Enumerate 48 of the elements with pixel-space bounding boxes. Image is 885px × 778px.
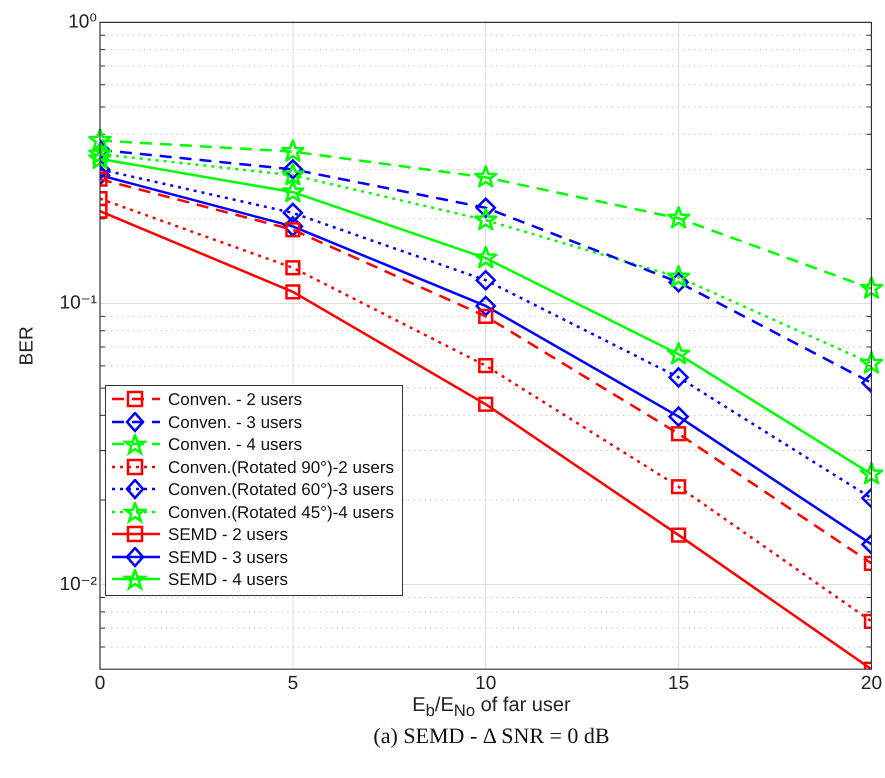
- point: [668, 406, 689, 427]
- point: [860, 351, 884, 374]
- point: [88, 146, 112, 170]
- x-tick-label: 15: [668, 672, 690, 694]
- point: [670, 479, 686, 494]
- point: [478, 396, 494, 412]
- point: [474, 208, 498, 230]
- point: [88, 142, 112, 164]
- point: [666, 264, 690, 288]
- legend-label: SEMD - 2 users: [168, 524, 288, 546]
- point: [474, 246, 498, 268]
- y-tick-label: 10⁻²: [60, 574, 97, 595]
- point: [282, 202, 304, 224]
- point: [475, 198, 496, 218]
- x-tick-label: 5: [288, 672, 298, 694]
- legend-label: Conven. - 3 users: [168, 412, 302, 434]
- point: [285, 260, 300, 276]
- point: [670, 527, 686, 543]
- point: [860, 276, 884, 299]
- point: [668, 367, 689, 388]
- legend-label: Conven. - 2 users: [168, 389, 302, 411]
- point: [670, 426, 686, 442]
- text: (a) SEMD - Δ SNR = 0 dB: [372, 723, 611, 749]
- point: [281, 139, 305, 162]
- legend-label: Conven.(Rotated 90°)-2 users: [168, 456, 394, 478]
- point: [666, 342, 690, 364]
- legend-label: Conven. - 4 users: [168, 434, 302, 456]
- x-axis-title: E$_{b}$/E$_{No}$ of far user: [411, 694, 572, 721]
- legend-label: SEMD - 3 users: [168, 546, 288, 568]
- y-axis-title: BER: [16, 326, 38, 366]
- x-tick-label: 20: [860, 672, 882, 694]
- point: [860, 462, 884, 484]
- legend-label: Conven.(Rotated 60°)-3 users: [168, 479, 394, 501]
- point: [88, 128, 112, 151]
- x-tick-label: 10: [475, 672, 496, 694]
- x-tick-label: 0: [94, 672, 106, 694]
- point: [474, 165, 498, 188]
- point: [478, 308, 494, 324]
- point: [478, 358, 494, 374]
- legend-label: SEMD - 4 users: [168, 569, 288, 591]
- y-tick-label: 10⁻¹: [60, 292, 97, 314]
- y-tick-label: 10⁰: [68, 12, 97, 33]
- legend-label: Conven.(Rotated 45°)-4 users: [168, 502, 394, 524]
- point: [281, 162, 305, 186]
- point: [281, 180, 305, 202]
- point: [666, 206, 690, 228]
- point: [475, 270, 496, 290]
- point: [285, 284, 300, 300]
